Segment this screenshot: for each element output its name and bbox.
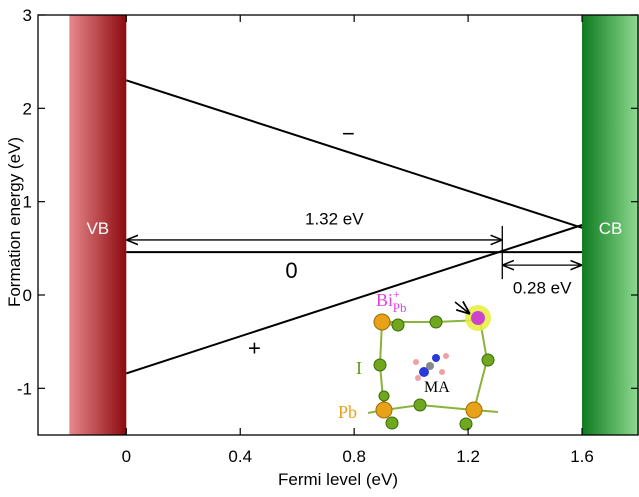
defect-line (126, 225, 582, 373)
chart: Fermi level (eV) Formation energy (eV) B… (0, 0, 639, 497)
x-axis-label: Fermi level (eV) (278, 470, 398, 489)
y-tick-label: 3 (23, 6, 32, 25)
inset-label: MA (424, 379, 450, 396)
x-tick-label: 0.8 (342, 447, 366, 466)
x-tick-label: 1.2 (456, 447, 480, 466)
charge-label: + (248, 336, 261, 361)
y-tick-label: 2 (23, 99, 32, 118)
inset-site: Pb (393, 300, 407, 315)
inset-charge: + (393, 287, 400, 301)
arrow-label: 0.28 eV (513, 279, 572, 298)
x-tick-label: 1.6 (570, 447, 594, 466)
arrow-label: 1.32 eV (305, 209, 364, 228)
band-label: VB (86, 219, 109, 238)
y-tick-label: -1 (17, 379, 32, 398)
inset-label: Pb (338, 402, 357, 422)
charge-label: 0 (285, 258, 297, 283)
defect-line (126, 80, 582, 227)
inset-bi: Bi (376, 290, 393, 310)
band-label: CB (599, 219, 623, 238)
x-tick-label: 0.4 (228, 447, 252, 466)
y-tick-label: 1 (23, 193, 32, 212)
charge-label: − (342, 121, 355, 146)
structure-inset (368, 302, 498, 430)
x-tick-label: 0 (122, 447, 131, 466)
inset-label: I (356, 358, 362, 378)
y-tick-label: 0 (23, 286, 32, 305)
y-axis-label: Formation energy (eV) (5, 137, 24, 307)
